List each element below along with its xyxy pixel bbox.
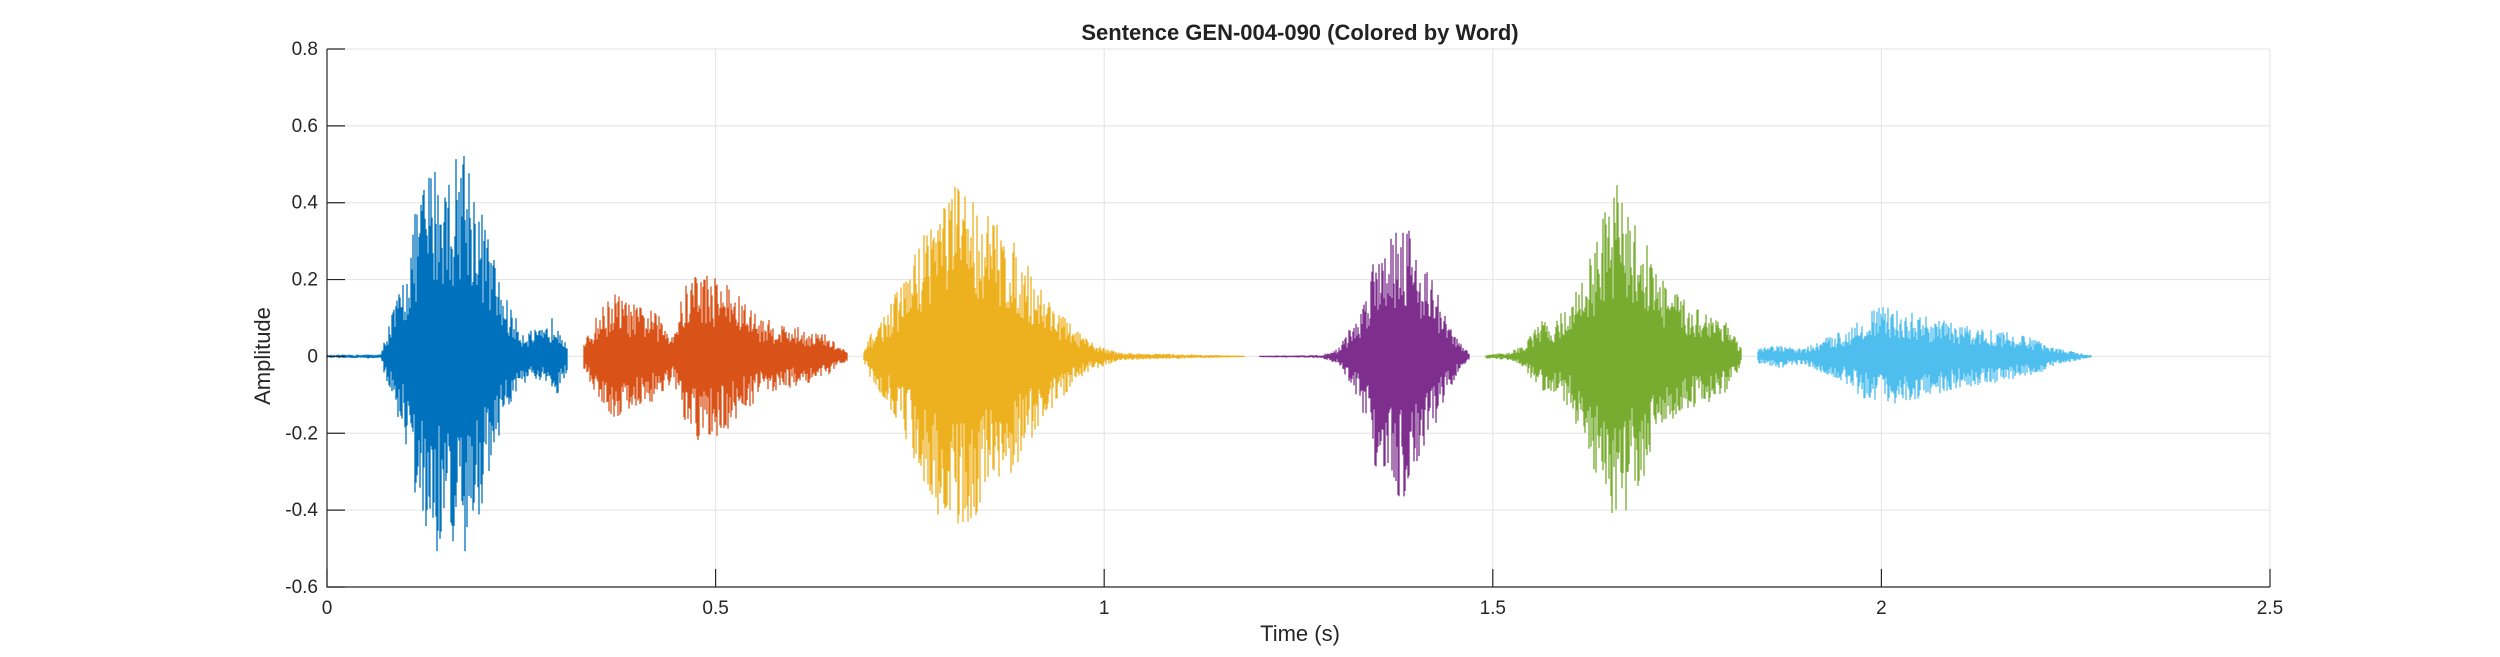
x-tick-label: 2.5 <box>2257 598 2283 619</box>
waveform-series-4 <box>1259 230 1470 497</box>
x-tick-label: 0.5 <box>702 598 728 619</box>
y-tick-label: 0.8 <box>292 39 318 60</box>
waveform-series-1 <box>326 156 568 552</box>
y-axis-label: Amplitude <box>250 307 275 405</box>
waveform-series-6 <box>1757 307 2092 404</box>
x-axis-label: Time (s) <box>1260 621 1340 646</box>
y-tick-label: 0 <box>307 346 318 367</box>
x-tick-label: 2 <box>1876 598 1887 619</box>
axes: 0 0.5 1 1.5 2 2.5 -0.6 -0.4 -0.2 0 0.2 0.4 0.6 0.8 <box>285 39 2283 619</box>
waveform-series-3 <box>863 187 1245 524</box>
waveform-series-2 <box>583 275 848 440</box>
y-tick-label: -0.4 <box>285 500 318 521</box>
y-tick-label: -0.6 <box>285 577 318 598</box>
plot-area <box>326 156 2092 552</box>
y-tick-label: -0.2 <box>285 423 318 444</box>
chart-title: Sentence GEN-004-090 (Colored by Word) <box>1081 20 1518 45</box>
y-tick-label: 0.4 <box>292 193 319 214</box>
y-tick-label: 0.2 <box>292 270 318 291</box>
x-tick-label: 1 <box>1099 598 1110 619</box>
x-tick-label: 0 <box>322 598 333 619</box>
x-tick-label: 1.5 <box>1480 598 1506 619</box>
y-tick-label: 0.6 <box>292 116 318 137</box>
waveform-series-5 <box>1485 185 1742 513</box>
